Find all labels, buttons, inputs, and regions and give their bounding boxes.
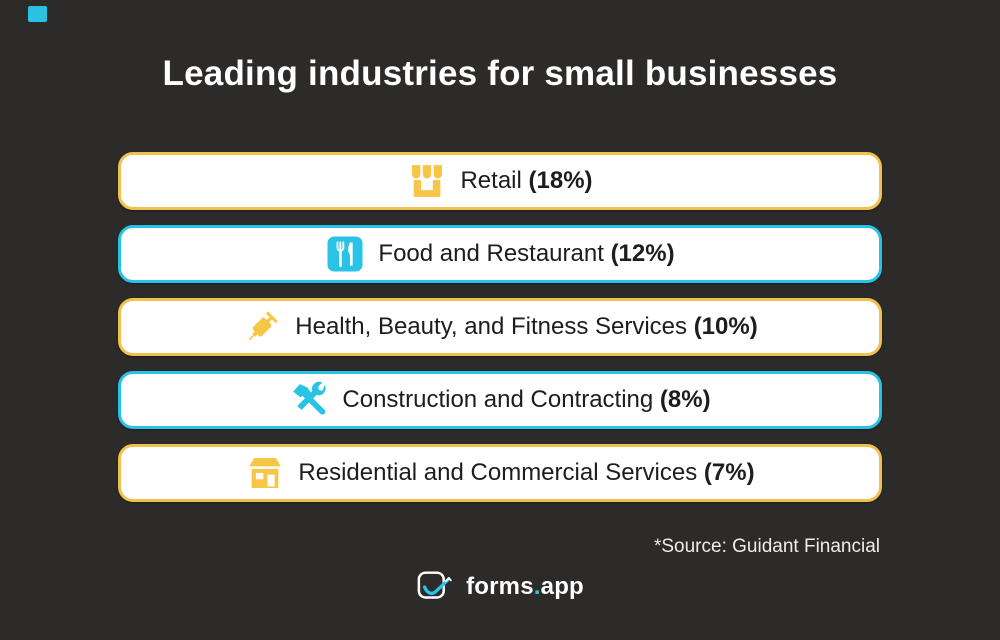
logo-dot: .: [533, 573, 541, 600]
industry-row: Retail (18%): [118, 152, 882, 210]
page-title: Leading industries for small businesses: [162, 54, 838, 93]
industry-label: Retail: [460, 167, 522, 194]
forms-app-logo: forms.app: [0, 564, 1000, 610]
industry-percentage: (7%): [703, 459, 755, 486]
logo-word-forms: forms: [466, 573, 534, 600]
industry-label: Residential and Commercial Services: [298, 459, 698, 486]
store-icon: [407, 161, 447, 201]
logo-word-app: app: [540, 573, 584, 600]
industry-label: Food and Restaurant: [378, 240, 604, 267]
industry-row: Construction and Contracting (8%): [118, 371, 882, 429]
utensils-icon: [325, 234, 365, 274]
industry-row: Residential and Commercial Services (7%): [118, 444, 882, 502]
forms-app-logo-text: forms.app: [466, 573, 584, 601]
teal-corner-square: [28, 6, 47, 22]
industry-percentage: (12%): [610, 240, 675, 267]
industry-label: Construction and Contracting: [342, 386, 654, 413]
industry-label: Health, Beauty, and Fitness Services: [295, 313, 688, 340]
source-note: *Source: Guidant Financial: [653, 536, 880, 557]
industry-list: Retail (18%) Food and Restaurant (12%) H…: [118, 152, 882, 517]
industry-percentage: (18%): [528, 167, 593, 194]
checkmark-square-icon: [416, 567, 458, 607]
industry-row: Food and Restaurant (12%): [118, 225, 882, 283]
industry-row: Health, Beauty, and Fitness Services (10…: [118, 298, 882, 356]
shop-icon: [245, 453, 285, 493]
industry-percentage: (8%): [659, 386, 711, 413]
syringe-icon: [242, 307, 282, 347]
industry-percentage: (10%): [693, 313, 758, 340]
tools-icon: [289, 380, 329, 420]
